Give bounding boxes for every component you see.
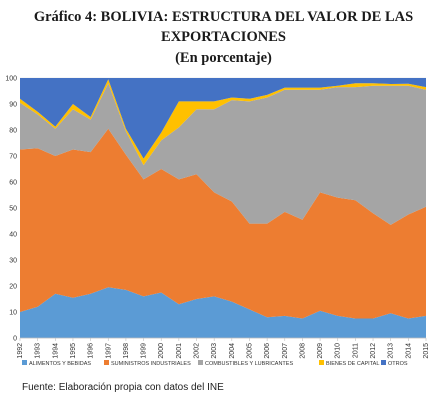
x-tick-label: 1996 (88, 343, 95, 359)
x-tick-label: 1997 (105, 343, 112, 359)
source-note: Fuente: Elaboración propia con datos del… (22, 382, 224, 393)
area-otros (20, 78, 426, 159)
legend-swatch (319, 360, 324, 365)
area-alimentos-y-bebidas (20, 287, 426, 338)
x-tick-label: 2009 (317, 343, 324, 359)
x-tick-label: 2015 (423, 343, 430, 359)
area-combustibles-y-lubricantes (20, 83, 426, 225)
legend-swatch (198, 360, 203, 365)
y-tick-label: 20 (9, 283, 17, 290)
x-tick-label: 2006 (264, 343, 271, 359)
x-tick-label: 1992 (17, 343, 24, 359)
x-tick-label: 2011 (352, 343, 359, 358)
x-tick-label: 2010 (335, 343, 342, 359)
x-tick-label: 1994 (52, 343, 59, 359)
y-tick-label: 100 (5, 75, 17, 82)
legend-swatch (104, 360, 109, 365)
x-tick-label: 1998 (123, 343, 130, 359)
x-tick-label: 2007 (282, 343, 289, 359)
chart-title-line1: Gráfico 4: BOLIVIA: ESTRUCTURA DEL VALOR… (33, 9, 414, 25)
y-tick-label: 70 (9, 153, 17, 160)
area-suministros-industriales (20, 128, 426, 319)
x-tick-label: 1995 (70, 343, 77, 359)
legend-swatch (381, 360, 386, 365)
area-series-group (20, 78, 426, 338)
x-tick-label: 1993 (35, 343, 42, 359)
chart-subtitle: (En porcentaje) (175, 50, 272, 66)
legend-label: OTROS (388, 361, 408, 367)
x-tick-label: 2005 (246, 343, 253, 359)
x-tick-label: 2002 (194, 343, 201, 359)
x-tick-label: 2003 (211, 343, 218, 359)
x-tick-label: 1999 (141, 343, 148, 359)
x-tick-label: 2008 (299, 343, 306, 359)
x-tick-label: 2013 (388, 343, 395, 359)
legend-swatch (22, 360, 27, 365)
y-tick-label: 80 (9, 127, 17, 134)
x-tick-label: 2014 (405, 343, 412, 359)
legend-label: BIENES DE CAPITAL (326, 361, 379, 367)
x-tick-label: 2012 (370, 343, 377, 359)
x-tick-label: 2004 (229, 343, 236, 359)
axes: 0 10 20 30 40 50 60 70 80 90 100 1992 1993 1994 1995 19… (5, 75, 430, 358)
y-tick-label: 0 (13, 335, 17, 342)
chart-title-line2: EXPORTACIONES (161, 29, 286, 45)
y-tick-label: 40 (9, 231, 17, 238)
legend-label: COMBUSTIBLES Y LUBRICANTES (205, 361, 293, 367)
y-tick-label: 30 (9, 257, 17, 264)
legend-label: SUMINISTROS INDUSTRIALES (111, 361, 191, 367)
legend-label: ALIMENTOS Y BEBIDAS (29, 361, 91, 367)
y-tick-label: 90 (9, 101, 17, 108)
y-tick-label: 10 (9, 309, 17, 316)
legend: ALIMENTOS Y BEBIDAS SUMINISTROS INDUSTRIA… (22, 360, 408, 367)
y-tick-label: 60 (9, 179, 17, 186)
x-tick-label: 2001 (176, 343, 183, 359)
y-tick-label: 50 (9, 205, 17, 212)
x-tick-label: 2000 (158, 343, 165, 359)
